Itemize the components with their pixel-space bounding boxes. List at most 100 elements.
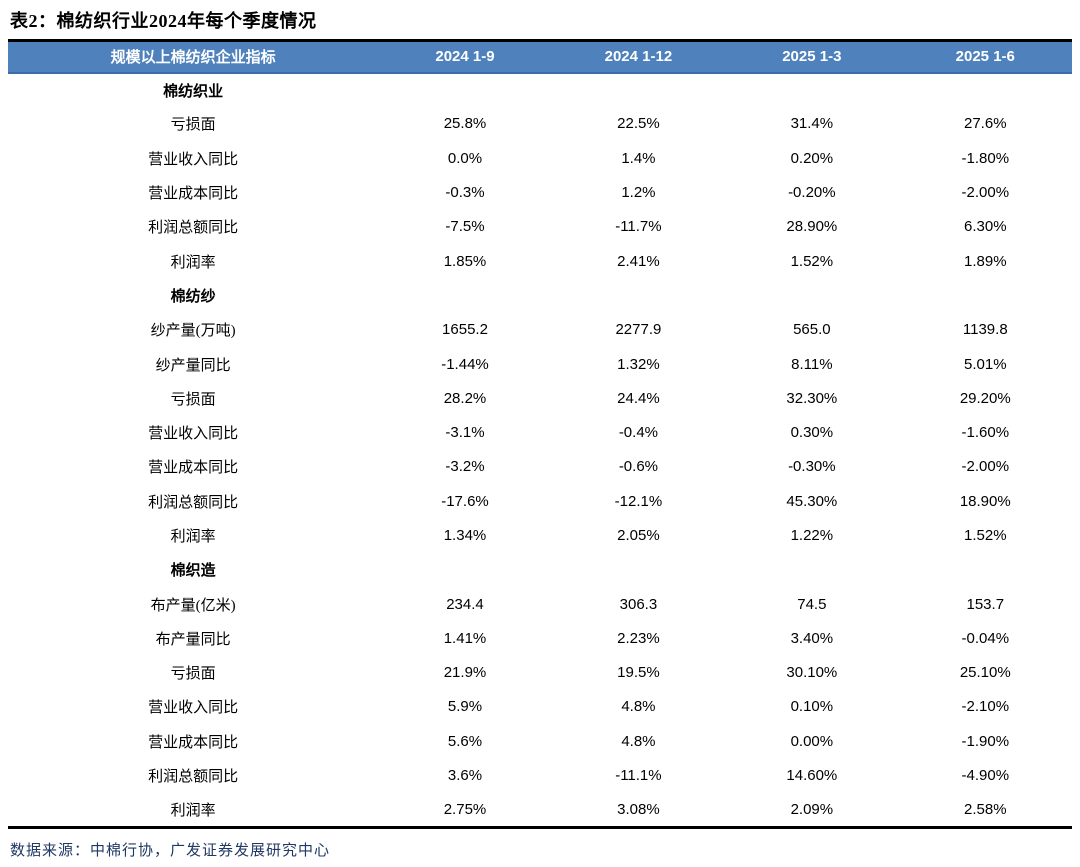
- row-label: 营业成本同比: [8, 175, 379, 210]
- value-cell: 25.10%: [898, 655, 1072, 690]
- value-cell: 5.6%: [378, 724, 552, 759]
- value-cell: 29.20%: [898, 381, 1072, 416]
- table-row: 营业收入同比 5.9% 4.8% 0.10% -2.10%: [8, 689, 1072, 725]
- value-cell: 5.01%: [898, 346, 1072, 382]
- value-cell: -3.2%: [378, 449, 552, 485]
- value-cell: 74.5: [725, 586, 899, 622]
- row-label: 利润总额同比: [8, 484, 379, 519]
- row-label: 亏损面: [8, 655, 379, 690]
- column-header-2024-1-12: 2024 1-12: [551, 40, 726, 74]
- value-cell: 2.09%: [725, 792, 899, 828]
- row-label: 营业成本同比: [8, 724, 379, 759]
- empty-cell: [378, 72, 552, 107]
- section-header-label: 棉纺纱: [8, 278, 379, 313]
- row-label: 亏损面: [8, 381, 379, 416]
- column-header-indicator: 规模以上棉纺织企业指标: [8, 40, 379, 74]
- value-cell: 21.9%: [378, 655, 552, 690]
- value-cell: 306.3: [551, 586, 726, 622]
- empty-cell: [551, 72, 726, 107]
- empty-cell: [898, 552, 1072, 587]
- section-row: 棉纺织业: [8, 72, 1072, 107]
- value-cell: -3.1%: [378, 415, 552, 450]
- section-row: 棉织造: [8, 552, 1072, 587]
- value-cell: -1.80%: [898, 141, 1072, 176]
- table-row: 营业成本同比 -3.2% -0.6% -0.30% -2.00%: [8, 449, 1072, 485]
- value-cell: 2.75%: [378, 792, 552, 828]
- table-row: 营业成本同比 5.6% 4.8% 0.00% -1.90%: [8, 724, 1072, 759]
- row-label: 营业收入同比: [8, 415, 379, 450]
- table-row: 利润总额同比 3.6% -11.1% 14.60% -4.90%: [8, 758, 1072, 793]
- empty-cell: [551, 278, 726, 313]
- table-row: 利润率 1.34% 2.05% 1.22% 1.52%: [8, 518, 1072, 553]
- value-cell: 14.60%: [725, 758, 899, 793]
- table-header-row: 规模以上棉纺织企业指标 2024 1-9 2024 1-12 2025 1-3 …: [8, 40, 1072, 74]
- value-cell: 1.52%: [725, 243, 899, 279]
- row-label: 利润率: [8, 518, 379, 553]
- value-cell: 1.2%: [551, 175, 726, 210]
- value-cell: -0.4%: [551, 415, 726, 450]
- value-cell: 1.22%: [725, 518, 899, 553]
- value-cell: 1.34%: [378, 518, 552, 553]
- row-label: 营业收入同比: [8, 141, 379, 176]
- value-cell: 32.30%: [725, 381, 899, 416]
- table-row: 亏损面 28.2% 24.4% 32.30% 29.20%: [8, 381, 1072, 416]
- row-label: 营业收入同比: [8, 689, 379, 725]
- empty-cell: [378, 278, 552, 313]
- table-row: 布产量同比 1.41% 2.23% 3.40% -0.04%: [8, 621, 1072, 656]
- value-cell: 28.2%: [378, 381, 552, 416]
- row-label: 利润总额同比: [8, 758, 379, 793]
- value-cell: 19.5%: [551, 655, 726, 690]
- value-cell: -1.44%: [378, 346, 552, 382]
- column-header-2025-1-3: 2025 1-3: [725, 40, 899, 74]
- value-cell: -11.7%: [551, 209, 726, 244]
- value-cell: 0.10%: [725, 689, 899, 725]
- value-cell: 5.9%: [378, 689, 552, 725]
- row-label: 布产量同比: [8, 621, 379, 656]
- section-header-label: 棉织造: [8, 552, 379, 587]
- value-cell: 22.5%: [551, 106, 726, 142]
- value-cell: -0.30%: [725, 449, 899, 485]
- value-cell: 1.85%: [378, 243, 552, 279]
- value-cell: 31.4%: [725, 106, 899, 142]
- value-cell: 2.23%: [551, 621, 726, 656]
- value-cell: 2.05%: [551, 518, 726, 553]
- row-label: 亏损面: [8, 106, 379, 142]
- row-label: 纱产量同比: [8, 346, 379, 382]
- value-cell: 4.8%: [551, 724, 726, 759]
- value-cell: 1655.2: [378, 312, 552, 347]
- empty-cell: [725, 552, 899, 587]
- table-row: 亏损面 21.9% 19.5% 30.10% 25.10%: [8, 655, 1072, 690]
- empty-cell: [898, 278, 1072, 313]
- value-cell: 565.0: [725, 312, 899, 347]
- column-header-2024-1-9: 2024 1-9: [378, 40, 552, 74]
- value-cell: 3.08%: [551, 792, 726, 828]
- value-cell: 8.11%: [725, 346, 899, 382]
- value-cell: -0.3%: [378, 175, 552, 210]
- row-label: 布产量(亿米): [8, 586, 379, 622]
- value-cell: -4.90%: [898, 758, 1072, 793]
- row-label: 利润率: [8, 792, 379, 828]
- value-cell: -7.5%: [378, 209, 552, 244]
- value-cell: -2.10%: [898, 689, 1072, 725]
- value-cell: 2.58%: [898, 792, 1072, 828]
- row-label: 利润总额同比: [8, 209, 379, 244]
- table-title: 表2：棉纺织行业2024年每个季度情况: [10, 11, 317, 31]
- value-cell: 1139.8: [898, 312, 1072, 347]
- table-row: 亏损面 25.8% 22.5% 31.4% 27.6%: [8, 106, 1072, 142]
- value-cell: 3.6%: [378, 758, 552, 793]
- value-cell: 1.89%: [898, 243, 1072, 279]
- value-cell: 2277.9: [551, 312, 726, 347]
- value-cell: 28.90%: [725, 209, 899, 244]
- data-source-note: 数据来源：中棉行协，广发证券发展研究中心: [10, 842, 331, 859]
- value-cell: -12.1%: [551, 484, 726, 519]
- value-cell: 3.40%: [725, 621, 899, 656]
- table-row: 利润总额同比 -7.5% -11.7% 28.90% 6.30%: [8, 209, 1072, 244]
- value-cell: 0.00%: [725, 724, 899, 759]
- value-cell: 45.30%: [725, 484, 899, 519]
- empty-cell: [898, 72, 1072, 107]
- table-row: 营业收入同比 -3.1% -0.4% 0.30% -1.60%: [8, 415, 1072, 450]
- value-cell: 0.20%: [725, 141, 899, 176]
- value-cell: 234.4: [378, 586, 552, 622]
- value-cell: 30.10%: [725, 655, 899, 690]
